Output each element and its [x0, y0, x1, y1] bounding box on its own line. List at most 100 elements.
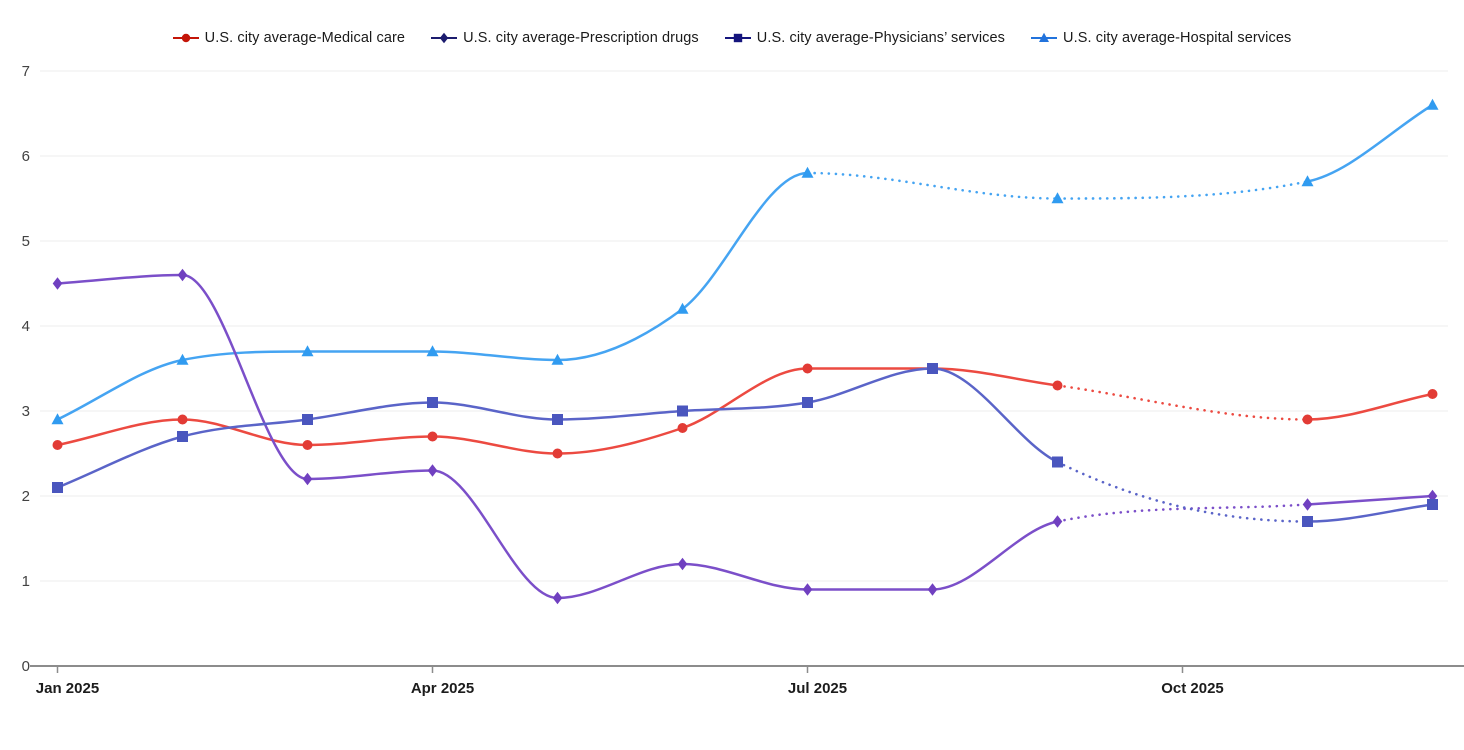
series-line-prescription-drugs [181, 273, 309, 481]
data-point-marker-hospital-services[interactable] [176, 353, 189, 365]
y-axis-tick-label: 6 [22, 148, 30, 165]
series-line-medical-care [56, 418, 184, 447]
series-line-prescription-drugs-dotted [1056, 503, 1309, 523]
series-line-physicians-services [306, 401, 434, 421]
legend-item-hospital-services[interactable]: U.S. city average-Hospital services [1031, 30, 1291, 46]
y-axis-tick-label: 1 [22, 573, 30, 590]
series-line-medical-care [931, 367, 1059, 387]
data-point-marker-medical-care[interactable] [1052, 380, 1063, 391]
chart-legend: U.S. city average-Medical care U.S. city… [0, 30, 1464, 46]
series-line-prescription-drugs [56, 273, 184, 285]
series-line-physicians-services [431, 401, 559, 421]
data-point-marker-physicians-services[interactable] [1052, 456, 1063, 468]
data-point-marker-hospital-services[interactable] [51, 413, 64, 425]
data-point-marker-prescription-drugs[interactable] [177, 268, 188, 282]
data-point-marker-prescription-drugs[interactable] [52, 277, 63, 290]
y-axis-tick-label: 2 [22, 488, 30, 505]
data-point-marker-physicians-services[interactable] [677, 405, 688, 417]
legend-marker-medical-care [172, 33, 199, 43]
series-line-medical-care [431, 435, 559, 455]
data-point-marker-prescription-drugs[interactable] [1302, 498, 1313, 511]
data-point-marker-medical-care[interactable] [302, 440, 313, 450]
series-line-hospital-services [1306, 103, 1434, 183]
data-point-marker-medical-care[interactable] [1427, 389, 1438, 399]
series-line-medical-care [556, 426, 684, 455]
x-axis-tick-label: Jan 2025 [36, 680, 99, 697]
data-point-marker-physicians-services[interactable] [427, 397, 438, 408]
data-point-marker-physicians-services[interactable] [552, 414, 563, 425]
series-line-physicians-services [806, 367, 934, 404]
series-line-hospital-services-dotted [806, 171, 1059, 200]
y-axis-tick-label: 5 [22, 233, 30, 250]
legend-marker-prescription-drugs [431, 32, 458, 44]
legend-label: U.S. city average-Physicians’ services [756, 30, 1006, 46]
legend-marker-physicians-services [724, 33, 751, 43]
series-line-physicians-services [681, 401, 809, 413]
series-line-medical-care-dotted [1056, 384, 1309, 421]
data-point-marker-prescription-drugs[interactable] [927, 583, 938, 596]
y-axis-tick-label: 3 [22, 403, 30, 420]
series-line-physicians-services [181, 418, 309, 438]
legend-label: U.S. city average-Prescription drugs [463, 30, 699, 46]
y-axis-tick-label: 0 [22, 658, 30, 675]
data-point-marker-hospital-services[interactable] [1301, 175, 1314, 187]
data-point-marker-medical-care[interactable] [52, 440, 63, 450]
series-line-physicians-services [1306, 503, 1434, 523]
series-line-hospital-services [431, 350, 559, 362]
data-point-marker-prescription-drugs[interactable] [802, 583, 813, 596]
legend-item-medical-care[interactable]: U.S. city average-Medical care [172, 30, 406, 46]
data-point-marker-medical-care[interactable] [427, 431, 438, 442]
series-line-hospital-services [556, 307, 684, 362]
data-point-marker-hospital-services[interactable] [676, 302, 689, 314]
data-point-marker-prescription-drugs[interactable] [1052, 515, 1063, 528]
data-point-marker-physicians-services[interactable] [927, 363, 938, 374]
data-point-marker-hospital-services[interactable] [1051, 192, 1064, 204]
legend-item-prescription-drugs[interactable]: U.S. city average-Prescription drugs [431, 30, 699, 46]
series-line-medical-care [306, 435, 434, 447]
series-line-prescription-drugs [1306, 494, 1434, 506]
data-point-marker-physicians-services[interactable] [52, 482, 63, 493]
data-point-marker-medical-care[interactable] [552, 448, 563, 459]
series-line-hospital-services-dotted [1056, 180, 1309, 200]
data-point-marker-prescription-drugs[interactable] [302, 472, 313, 486]
y-axis-tick-label: 4 [22, 318, 30, 335]
data-point-marker-physicians-services[interactable] [302, 414, 313, 425]
data-point-marker-hospital-services[interactable] [426, 345, 439, 357]
data-point-marker-prescription-drugs[interactable] [427, 464, 438, 477]
data-point-marker-physicians-services[interactable] [1427, 499, 1438, 510]
series-line-physicians-services [56, 435, 184, 489]
series-line-hospital-services [181, 350, 309, 362]
x-axis-tick-label: Apr 2025 [411, 680, 474, 697]
series-line-medical-care [681, 367, 809, 430]
legend-label: U.S. city average-Medical care [204, 30, 406, 46]
data-point-marker-prescription-drugs[interactable] [552, 591, 563, 605]
legend-item-physicians-services[interactable]: U.S. city average-Physicians’ services [724, 30, 1006, 46]
series-line-physicians-services-dotted [1056, 460, 1309, 523]
data-point-marker-hospital-services[interactable] [801, 166, 814, 178]
series-line-hospital-services [681, 171, 809, 311]
series-line-medical-care [181, 418, 309, 447]
series-line-prescription-drugs [556, 562, 684, 600]
data-point-marker-medical-care[interactable] [802, 363, 813, 374]
data-point-marker-hospital-services[interactable] [551, 353, 564, 365]
data-point-marker-prescription-drugs[interactable] [677, 557, 688, 571]
legend-marker-hospital-services [1031, 32, 1058, 42]
data-point-marker-physicians-services[interactable] [177, 431, 188, 442]
x-axis-tick-label: Jul 2025 [788, 680, 847, 697]
x-axis-tick-label: Oct 2025 [1161, 680, 1224, 697]
data-point-marker-medical-care[interactable] [177, 414, 188, 425]
series-line-prescription-drugs [681, 562, 809, 591]
series-line-physicians-services [556, 409, 684, 421]
data-point-marker-hospital-services[interactable] [1426, 98, 1439, 110]
data-point-marker-physicians-services[interactable] [802, 397, 813, 408]
data-point-marker-medical-care[interactable] [1302, 414, 1313, 425]
data-point-marker-medical-care[interactable] [677, 423, 688, 433]
y-axis-tick-label: 7 [22, 63, 30, 80]
data-point-marker-physicians-services[interactable] [1302, 516, 1313, 527]
series-line-prescription-drugs [306, 469, 434, 481]
series-line-physicians-services [931, 367, 1059, 464]
data-point-marker-hospital-services[interactable] [301, 345, 314, 357]
series-line-prescription-drugs [431, 469, 559, 600]
